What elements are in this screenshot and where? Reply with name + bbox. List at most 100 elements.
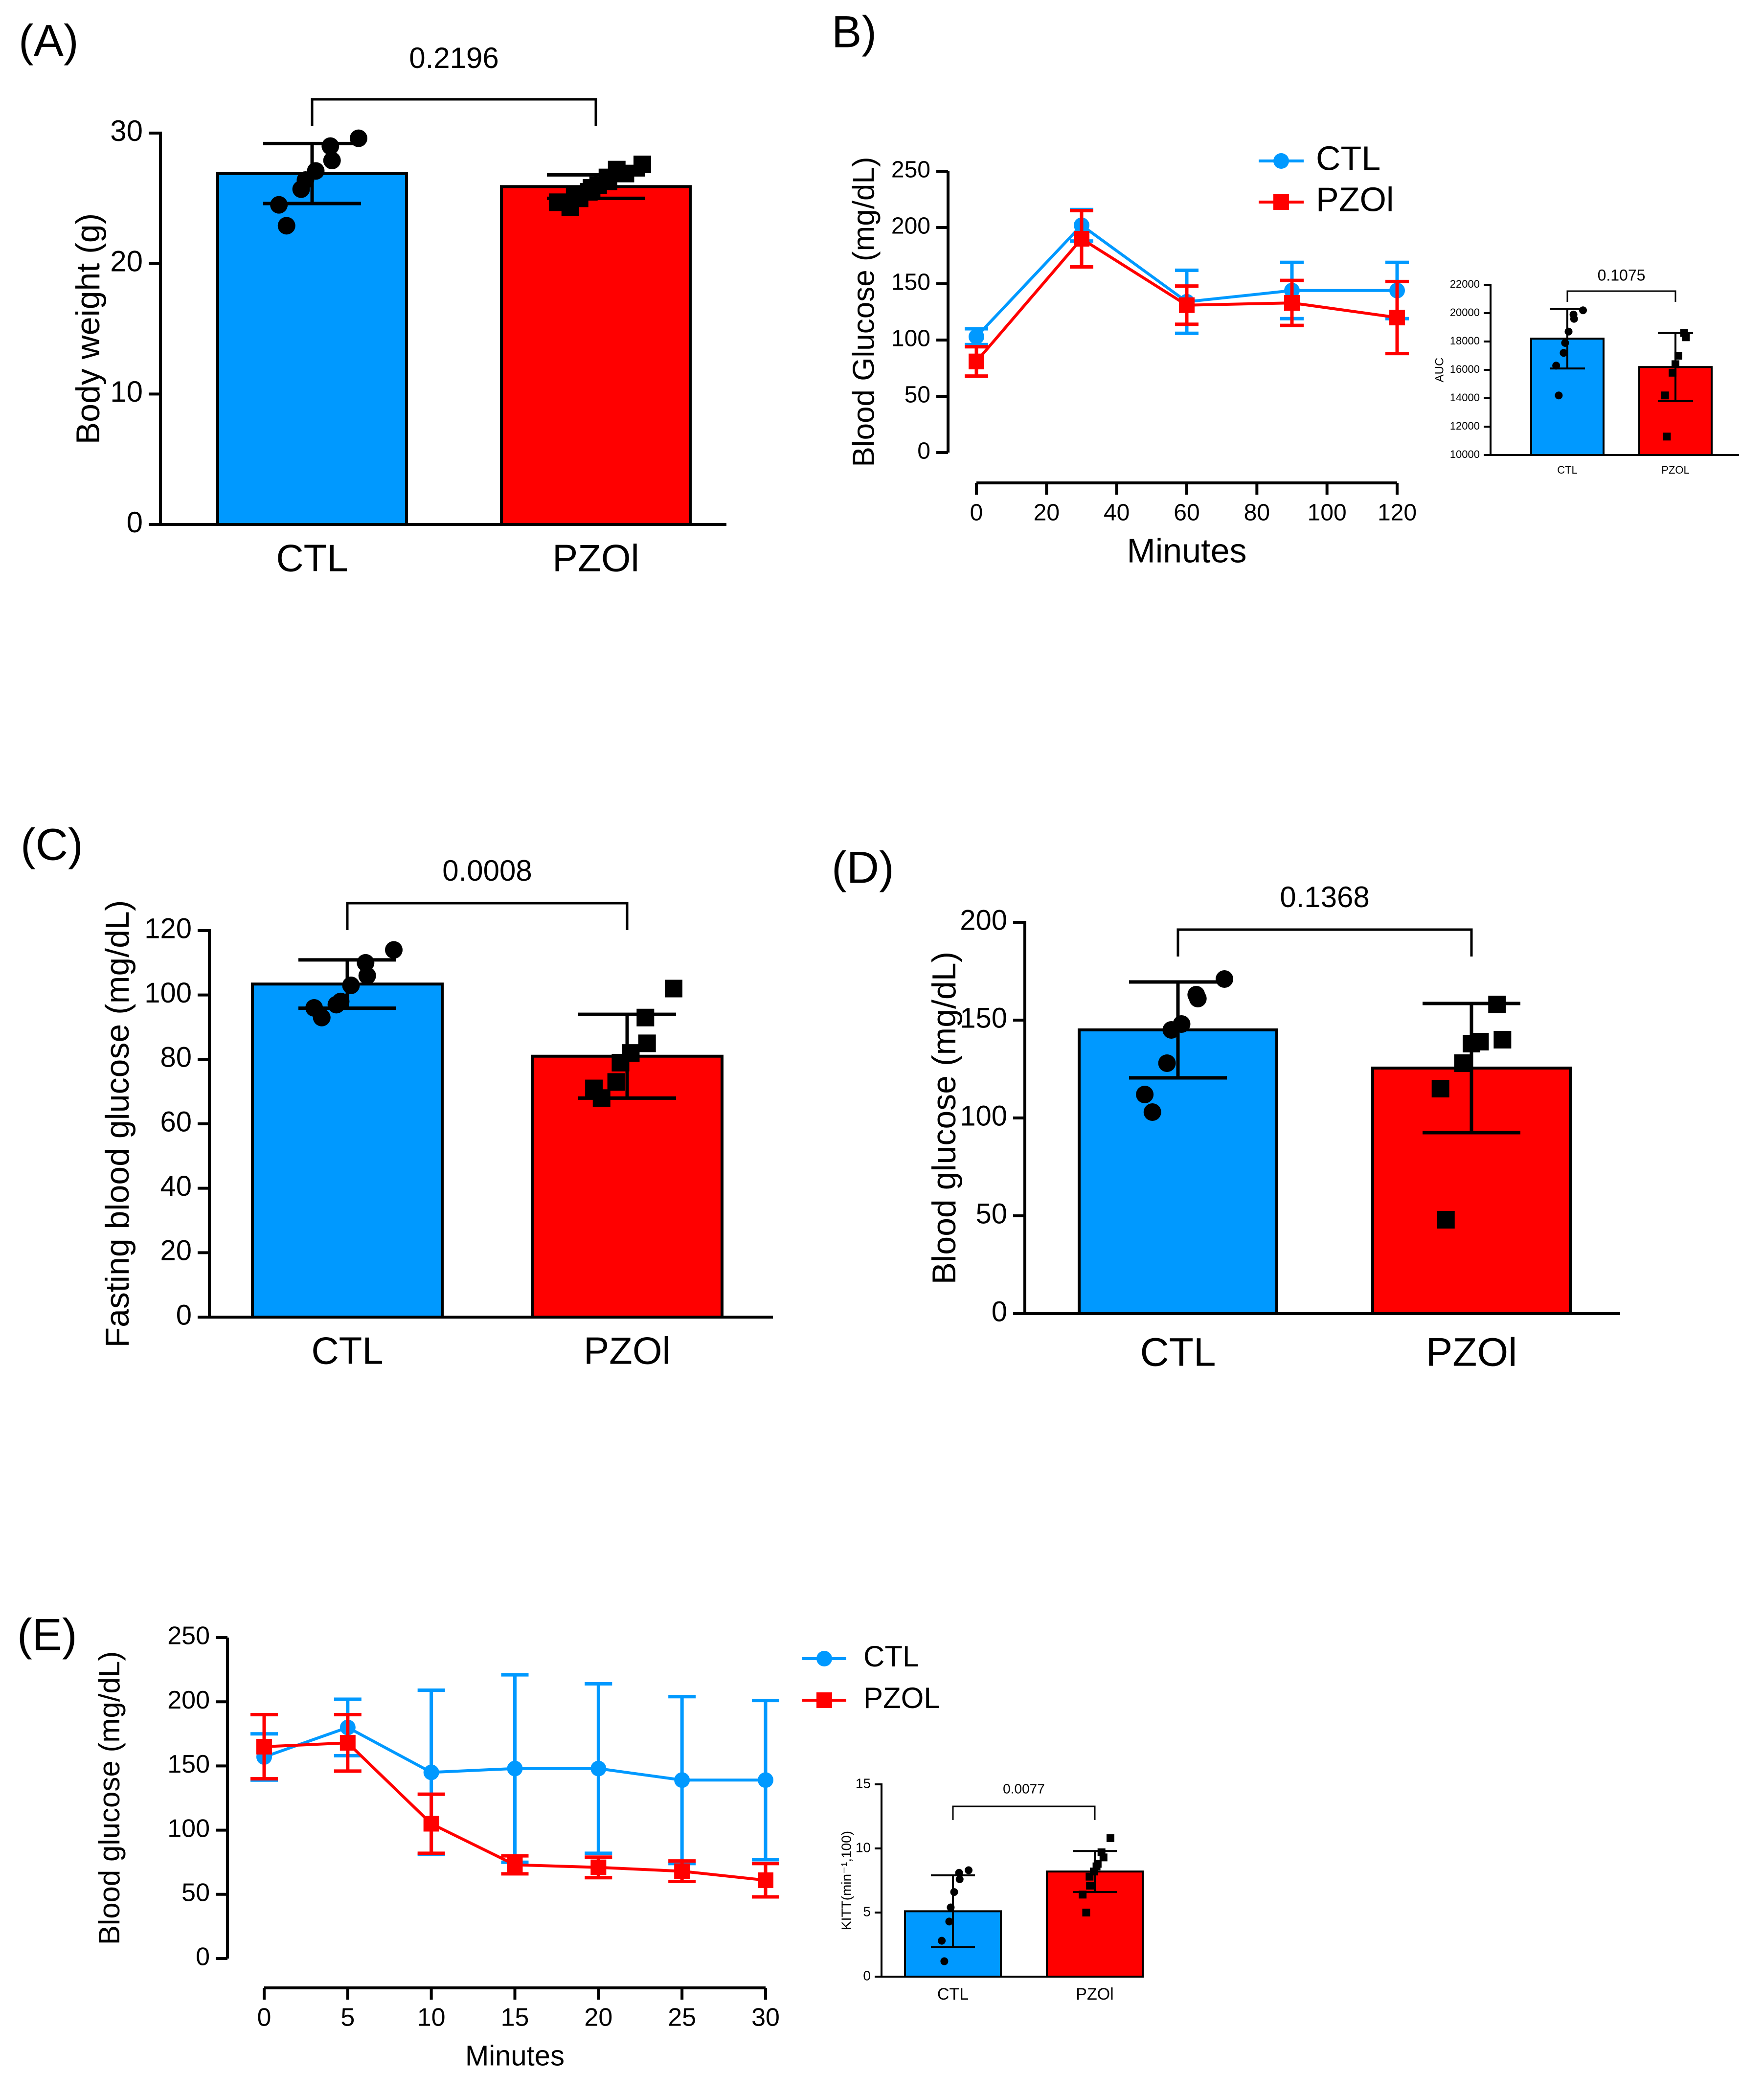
bar-chart-D: 0 50 100 150 200 Blood glucose (mg/dL) CTL PZOl…	[926, 881, 1620, 1375]
data-point	[1086, 1881, 1094, 1890]
series-pzol	[250, 1712, 779, 1899]
significance-bracket	[1566, 290, 1676, 302]
y-tick-label: 14000	[1450, 391, 1480, 404]
data-point	[633, 156, 651, 173]
series-ctl	[250, 1673, 779, 1866]
data-point	[674, 1863, 690, 1879]
significance-bracket	[952, 1805, 1096, 1820]
panel-label: B)	[832, 7, 877, 57]
y-tick-label: 50	[975, 1198, 1007, 1230]
data-point	[1187, 986, 1205, 1003]
data-point	[1663, 433, 1671, 441]
data-point	[665, 980, 682, 998]
x-tick-label: 15	[501, 2004, 529, 2032]
data-point	[423, 1816, 439, 1832]
data-point	[507, 1760, 523, 1777]
data-point	[1179, 297, 1195, 313]
data-point	[1074, 231, 1089, 247]
y-tick-label: 80	[160, 1042, 192, 1073]
category-label: CTL	[1140, 1330, 1216, 1375]
x-tick-label: 120	[1378, 500, 1417, 526]
category-label: PZOL	[1661, 464, 1689, 476]
data-point	[1389, 310, 1405, 325]
category-label: CTL	[276, 537, 348, 580]
data-point	[323, 152, 341, 169]
y-tick-label: 150	[960, 1002, 1007, 1034]
x-tick-label: 5	[340, 2004, 355, 2032]
legend-label: CTL	[863, 1640, 919, 1673]
p-value-label: 0.0077	[1003, 1781, 1045, 1796]
x-tick-label: 40	[1104, 500, 1130, 526]
y-tick-label: 200	[960, 904, 1007, 936]
y-tick-label: 0	[863, 1968, 871, 1983]
panel-label: (E)	[17, 1610, 77, 1660]
data-point	[1284, 295, 1300, 311]
y-tick-label: 0	[917, 438, 930, 464]
y-tick-label: 120	[144, 912, 192, 944]
data-point	[256, 1739, 272, 1755]
category-label: PZOl	[1426, 1330, 1517, 1375]
data-point	[674, 1772, 690, 1788]
x-tick-label: 20	[584, 2004, 612, 2032]
data-point	[1471, 1033, 1489, 1050]
y-tick-label: 50	[181, 1879, 210, 1907]
category-label: PZOl	[552, 537, 639, 580]
y-tick-label: 20000	[1450, 306, 1480, 319]
data-point	[590, 1859, 607, 1875]
x-tick-label: 0	[970, 500, 983, 526]
x-axis-label: Minutes	[465, 2040, 565, 2072]
data-point	[1661, 391, 1669, 400]
y-axis-label: KITT(min⁻¹,100)	[838, 1831, 854, 1930]
legend-marker	[1273, 194, 1289, 210]
data-point	[358, 967, 376, 985]
data-point	[940, 1957, 949, 1965]
y-tick-label: 12000	[1450, 420, 1480, 432]
data-point	[1454, 1054, 1472, 1072]
data-point	[1555, 391, 1563, 400]
x-tick-label: 60	[1174, 500, 1199, 526]
y-axis-label: AUC	[1433, 358, 1446, 383]
y-tick-label: 0	[196, 1943, 210, 1971]
data-point	[1564, 327, 1573, 336]
data-point	[1136, 1086, 1154, 1103]
y-tick-label: 60	[160, 1106, 192, 1138]
bar-chart-undefined: 10000 12000 14000 16000 18000 20000 22000 AUC CT…	[1433, 266, 1739, 476]
data-point	[549, 193, 567, 211]
data-point	[758, 1772, 773, 1788]
data-point	[590, 1760, 607, 1777]
x-tick-label: 20	[1034, 500, 1060, 526]
y-tick-label: 100	[960, 1100, 1007, 1132]
data-point	[1579, 306, 1587, 315]
x-tick-label: 25	[668, 2004, 696, 2032]
data-point	[507, 1857, 523, 1873]
y-tick-label: 250	[891, 157, 930, 183]
bar-ctl	[251, 982, 444, 1319]
significance-bracket	[346, 902, 629, 930]
y-axis-label: Blood Glucose (mg/dL)	[847, 157, 881, 467]
y-tick-label: 5	[863, 1904, 871, 1919]
x-tick-label: 100	[1308, 500, 1347, 526]
bar-chart-A: 0 10 20 30 Body weight (g) CTL PZOl 0.2196	[69, 42, 726, 580]
data-point	[1082, 1909, 1090, 1916]
data-point	[1431, 1080, 1449, 1097]
data-point	[758, 1872, 773, 1888]
data-point	[585, 1079, 603, 1097]
y-tick-label: 200	[167, 1686, 210, 1714]
panel-label: (C)	[21, 820, 83, 869]
data-point	[1493, 1031, 1512, 1048]
y-tick-label: 200	[891, 213, 930, 239]
data-point	[1097, 1848, 1106, 1856]
data-point	[1216, 970, 1233, 988]
data-point	[965, 1866, 972, 1874]
legend-label: PZOL	[863, 1682, 940, 1714]
data-point	[955, 1875, 964, 1883]
data-point	[332, 992, 350, 1010]
data-point	[342, 976, 360, 994]
significance-bracket	[1176, 928, 1473, 957]
category-label: PZOl	[584, 1329, 671, 1372]
panel-label: (D)	[832, 843, 894, 892]
y-tick-label: 150	[167, 1750, 210, 1778]
